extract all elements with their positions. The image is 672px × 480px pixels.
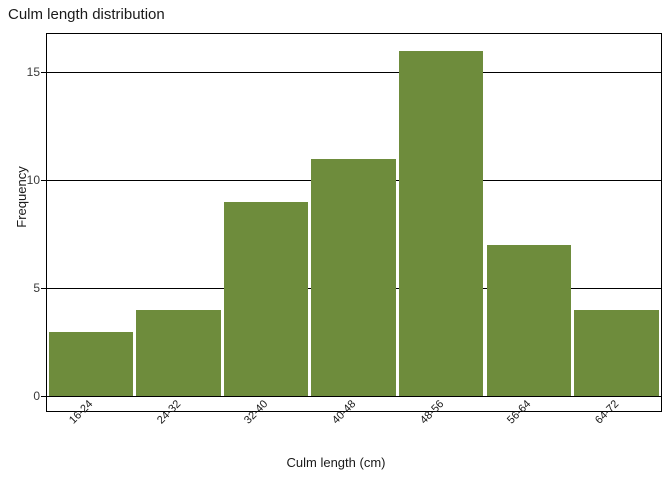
y-tick-mark-10 (41, 180, 46, 181)
bar (574, 310, 659, 397)
y-tick-label: 10 (26, 173, 40, 187)
x-axis-title: Culm length (cm) (286, 455, 386, 470)
plot-area (46, 33, 662, 412)
bar (48, 331, 134, 397)
bar (486, 245, 572, 397)
chart-title: Culm length distribution (8, 6, 165, 23)
plot-surface (47, 34, 661, 411)
y-tick-label: 15 (26, 65, 40, 79)
bar (398, 50, 484, 397)
bar (136, 310, 221, 397)
gridline-y-15 (47, 71, 661, 73)
y-tick-mark-0 (41, 396, 46, 397)
y-tick-label: 0 (33, 389, 40, 403)
bar (311, 158, 396, 397)
bar (223, 202, 309, 397)
y-tick-mark-5 (41, 288, 46, 289)
y-axis-title: Frequency (14, 166, 29, 228)
y-tick-label: 5 (33, 281, 40, 295)
y-tick-mark-15 (41, 72, 46, 73)
y-axis: 0 5 10 15 (0, 0, 46, 480)
